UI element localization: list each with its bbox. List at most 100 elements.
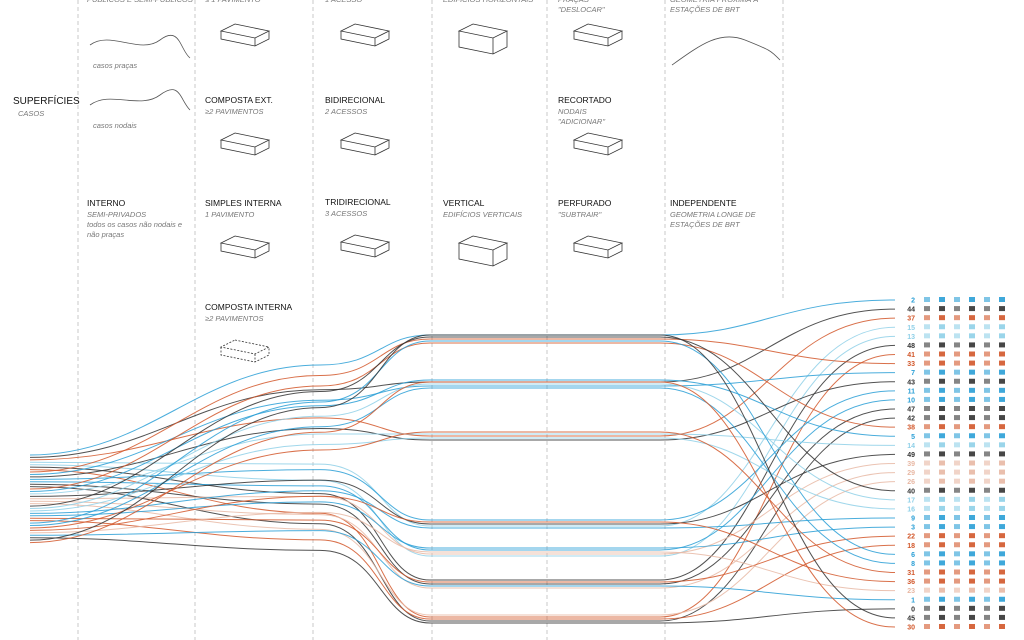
icon-box	[572, 132, 624, 156]
item-title: BIDIRECIONAL	[325, 95, 385, 105]
row-icon	[969, 360, 975, 366]
row-icon	[939, 487, 945, 493]
item-subtitle: SEMI-PRIVADOS	[87, 210, 146, 219]
row-icon	[924, 614, 930, 620]
row-icon	[954, 342, 960, 348]
row-icon	[984, 378, 990, 384]
row-icon	[969, 424, 975, 430]
item-title: INTERNO	[87, 198, 126, 208]
flow	[29, 537, 896, 624]
row-label: 43	[907, 379, 915, 386]
flow	[29, 383, 896, 510]
row-label: 11	[908, 388, 916, 395]
row-label: 13	[907, 334, 915, 341]
row-icon	[939, 478, 945, 484]
icon-box	[339, 234, 391, 258]
row-icon	[984, 533, 990, 539]
flow	[29, 463, 896, 555]
row-label: 15	[907, 325, 915, 332]
row-icon	[954, 469, 960, 475]
row-icon	[999, 360, 1005, 366]
box-top	[572, 23, 624, 39]
icon-box	[219, 23, 271, 47]
icon-box	[572, 23, 624, 47]
row-label: 18	[907, 543, 915, 550]
row-icon	[984, 560, 990, 566]
box-side	[340, 242, 390, 258]
row-icon	[999, 496, 1005, 502]
row-icon	[999, 433, 1005, 439]
box-top	[457, 235, 509, 251]
flow	[29, 344, 896, 581]
row-label: 9	[911, 516, 915, 523]
item-subtitle: PRAÇAS	[558, 0, 589, 4]
row-label: 36	[907, 579, 915, 586]
row-icon	[939, 396, 945, 402]
box-top	[457, 23, 509, 39]
row-icon	[969, 315, 975, 321]
row-icon	[999, 333, 1005, 339]
row-icon	[924, 624, 930, 629]
column-dividers	[77, 0, 784, 640]
row-label: 49	[907, 452, 915, 459]
item-title: PERFURADO	[558, 198, 612, 208]
row-icon	[969, 406, 975, 411]
item-title: SIMPLES INTERNA	[205, 198, 282, 208]
item-note: casos nodais	[93, 121, 137, 130]
row-icon	[999, 351, 1005, 357]
icon-box	[339, 23, 391, 47]
row-icon	[984, 451, 990, 457]
row-icon	[999, 396, 1005, 402]
squiggle	[89, 89, 191, 111]
row-label: 33	[907, 361, 915, 368]
row-icon	[939, 605, 945, 611]
row-icon	[924, 451, 930, 457]
row-icon	[939, 351, 945, 357]
flow	[29, 381, 896, 628]
row-icon	[924, 551, 930, 557]
row-label: 38	[907, 425, 915, 432]
row-icon	[984, 424, 990, 430]
flow	[29, 326, 896, 527]
row-icon	[984, 324, 990, 330]
row-label: 3	[911, 525, 915, 532]
row-icon	[969, 614, 975, 620]
header-title: SUPERFÍCIES	[13, 94, 80, 107]
row-icon	[969, 605, 975, 611]
squiggle	[89, 34, 191, 59]
row-icon	[969, 460, 975, 466]
row-icon	[924, 569, 930, 575]
row-icon	[969, 578, 975, 584]
item-subtitle: 3 ACESSOS	[325, 209, 367, 218]
row-icon	[924, 306, 930, 312]
item-note: todos os casos não nodais e	[87, 220, 182, 229]
icon-box	[339, 132, 391, 156]
flow	[29, 372, 896, 475]
row-icon	[984, 469, 990, 475]
flow	[29, 308, 896, 458]
row-icon	[924, 505, 930, 511]
row-icon	[969, 433, 975, 439]
flow	[29, 453, 896, 525]
row-icon	[969, 505, 975, 511]
row-icon	[954, 578, 960, 584]
row-icon	[969, 560, 975, 566]
row-icon	[939, 451, 945, 457]
row-icon	[984, 478, 990, 484]
flow	[29, 336, 896, 507]
row-icon	[939, 433, 945, 439]
row-icon	[924, 560, 930, 566]
row-icon	[999, 424, 1005, 430]
icon-box	[219, 132, 271, 156]
row-icon	[954, 587, 960, 593]
row-label: 39	[907, 461, 915, 468]
row-icon	[924, 496, 930, 502]
row-icon	[954, 306, 960, 312]
row-icon	[924, 478, 930, 484]
row-icon	[999, 451, 1005, 457]
row-icon	[969, 624, 975, 629]
row-icon	[984, 396, 990, 402]
row-icon	[924, 387, 930, 393]
row-icon	[939, 614, 945, 620]
row-icon	[924, 415, 930, 421]
